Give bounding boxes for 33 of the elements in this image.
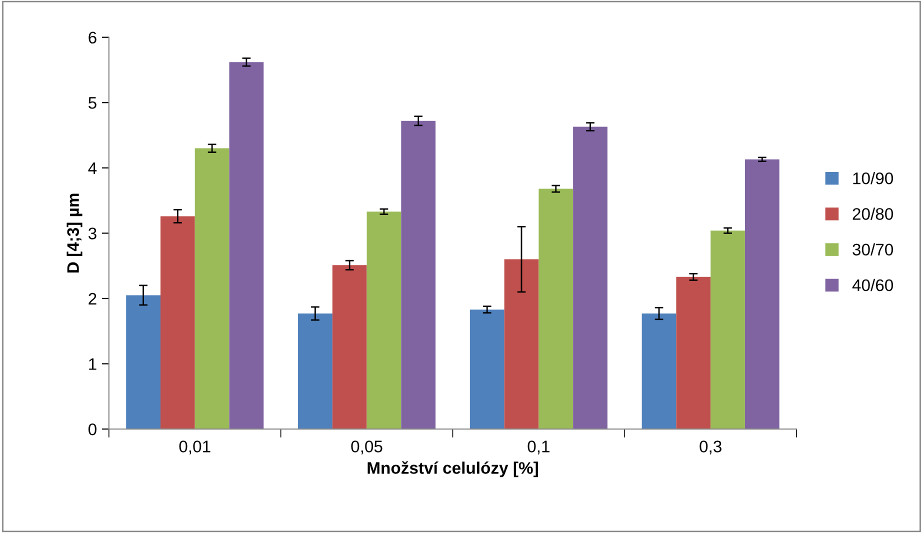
y-tick-label: 6 <box>88 32 96 44</box>
bar <box>229 62 264 430</box>
bar <box>642 313 676 430</box>
bar <box>504 259 539 430</box>
x-axis-title: Množství celulózy [%] <box>368 461 538 478</box>
y-tick-label: 3 <box>88 228 96 240</box>
bar <box>160 216 195 430</box>
y-tick-label: 2 <box>88 292 96 305</box>
x-tick-label: 0,3 <box>700 440 722 454</box>
y-tick-label: 1 <box>89 358 96 370</box>
x-tick-label: 0,1 <box>528 440 550 454</box>
bar <box>744 159 780 430</box>
bar <box>126 295 160 430</box>
bar <box>194 148 230 430</box>
bar <box>366 212 402 430</box>
bar <box>298 313 332 430</box>
bar <box>710 230 745 430</box>
bar <box>676 276 711 430</box>
legend-label: 40/60 <box>852 278 894 292</box>
x-tick-label: 0,01 <box>179 440 210 454</box>
bar <box>401 120 436 430</box>
bar <box>573 126 608 430</box>
legend-label: 30/70 <box>852 243 894 256</box>
legend-label: 20/80 <box>852 208 894 220</box>
y-tick-label: 4 <box>88 162 97 174</box>
bar <box>538 188 574 430</box>
legend-label: 10/90 <box>853 172 894 184</box>
bar <box>332 265 367 430</box>
y-tick-label: 0 <box>88 423 96 436</box>
y-axis-title: D [4;3] µm <box>66 194 82 273</box>
y-tick-label: 5 <box>88 97 96 109</box>
bar <box>470 310 504 430</box>
x-tick-label: 0,05 <box>351 440 382 454</box>
